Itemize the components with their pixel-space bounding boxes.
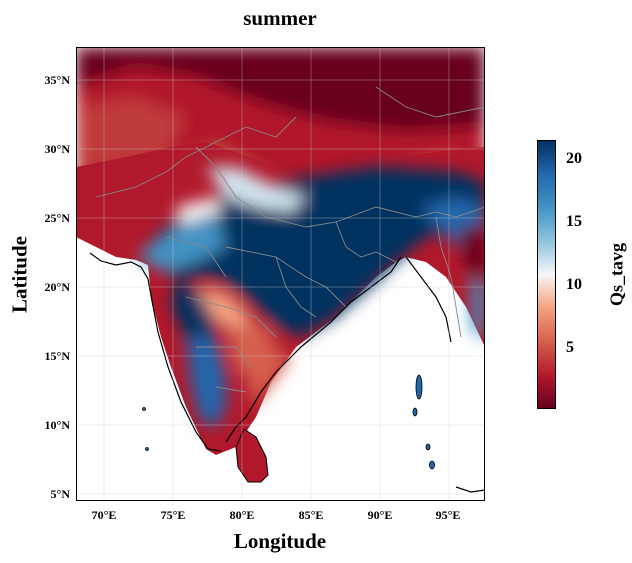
y-axis-label: Latitude xyxy=(8,215,33,335)
colorbar-tick-label: 10 xyxy=(566,276,582,294)
y-tick-label: 10°N xyxy=(10,418,70,433)
map-title: summer xyxy=(0,6,560,31)
y-tick-label: 35°N xyxy=(10,73,70,88)
colorbar-tick-label: 15 xyxy=(566,213,582,231)
map-plot-area xyxy=(76,47,485,501)
colorbar xyxy=(537,140,556,409)
y-tick-label: 30°N xyxy=(10,142,70,157)
x-tick-label: 75°E xyxy=(153,508,193,523)
colorbar-tick-label: 5 xyxy=(566,339,574,357)
colorbar-tick-label: 20 xyxy=(566,150,582,168)
x-tick-label: 80°E xyxy=(222,508,262,523)
x-tick-label: 90°E xyxy=(360,508,400,523)
y-tick-label: 15°N xyxy=(10,349,70,364)
y-tick-label: 5°N xyxy=(10,487,70,502)
colorbar-label: Qs_tavg xyxy=(607,230,628,320)
x-tick-label: 95°E xyxy=(428,508,468,523)
x-axis-label: Longitude xyxy=(180,529,380,554)
x-tick-label: 85°E xyxy=(291,508,331,523)
x-tick-label: 70°E xyxy=(84,508,124,523)
